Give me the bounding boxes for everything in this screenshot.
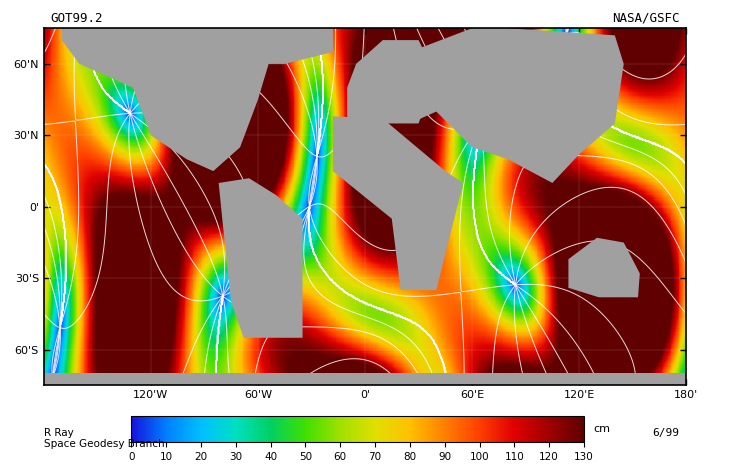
Text: 6/99: 6/99	[652, 428, 679, 438]
Polygon shape	[44, 374, 686, 421]
Text: GOT99.2: GOT99.2	[50, 12, 103, 24]
Polygon shape	[410, 28, 623, 183]
Text: NASA/GSFC: NASA/GSFC	[612, 12, 680, 24]
Polygon shape	[333, 116, 463, 290]
Polygon shape	[569, 238, 639, 298]
Polygon shape	[219, 178, 302, 338]
Polygon shape	[244, 9, 333, 64]
Polygon shape	[347, 40, 437, 124]
Text: R Ray
Space Geodesy Branch: R Ray Space Geodesy Branch	[44, 428, 164, 449]
Polygon shape	[61, 9, 276, 171]
Text: cm: cm	[593, 424, 610, 434]
